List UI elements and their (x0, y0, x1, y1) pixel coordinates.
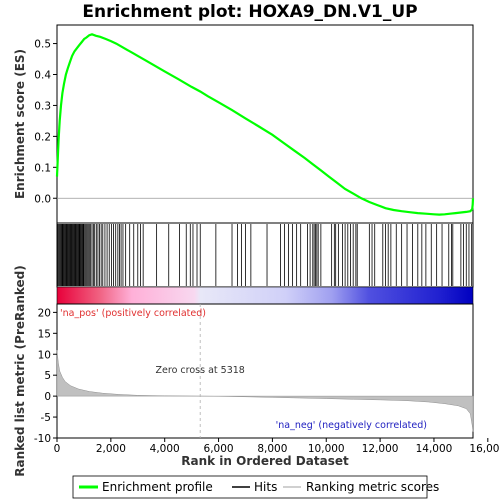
zero-cross-label: Zero cross at 5318 (156, 365, 245, 376)
es-panel-frame (56, 24, 474, 224)
hits-panel-frame (56, 222, 474, 288)
enrichment-profile-line (55, 33, 475, 216)
ranked-y-tick-label: 0 (44, 391, 51, 403)
ranked-panel-frame (56, 303, 474, 439)
ranked-y-tick-label: -5 (41, 412, 51, 424)
rank-color-bar (56, 286, 474, 305)
x-tick-label: 8,000 (257, 443, 287, 455)
hits-panel (56, 222, 474, 305)
es-y-tick-label: 0.4 (34, 70, 51, 82)
x-tick-label: 2,000 (96, 443, 126, 455)
es-y-ticks: 0.0 0.1 0.2 0.3 0.4 0.5 (34, 39, 57, 205)
es-y-tick-label: 0.2 (34, 131, 51, 143)
ranked-y-ticks: -10 -5 0 5 10 15 20 (34, 307, 57, 445)
es-y-axis-title: Enrichment score (ES) (13, 49, 27, 199)
x-tick-label: 10,000 (308, 443, 345, 455)
x-tick-label: 4,000 (150, 443, 180, 455)
positive-correlation-label: 'na_pos' (positively correlated) (60, 308, 206, 319)
x-tick-label: 0 (54, 443, 61, 455)
es-y-tick-label: 0.0 (34, 193, 51, 205)
es-panel: 0.0 0.1 0.2 0.3 0.4 0.5 Enrichment score (ES) (13, 24, 475, 224)
es-y-tick-label: 0.3 (34, 100, 51, 112)
x-tick-label: 6,000 (204, 443, 234, 455)
ranked-y-tick-label: 10 (38, 349, 51, 361)
x-tick-label: 16,000 (469, 443, 500, 455)
ranking-metric-area (56, 350, 474, 432)
es-y-tick-label: 0.5 (34, 39, 51, 51)
negative-correlation-label: 'na_neg' (negatively correlated) (276, 420, 427, 431)
es-y-tick-label: 0.1 (34, 162, 51, 174)
legend: Enrichment profile Hits Ranking metric s… (72, 475, 439, 499)
legend-label-hits: Hits (254, 480, 277, 494)
legend-label-ranking-metric: Ranking metric scores (306, 480, 439, 494)
ranked-y-axis-title: Ranked list metric (PreRanked) (13, 265, 27, 477)
chart-title: Enrichment plot: HOXA9_DN.V1_UP (82, 2, 417, 22)
legend-label-enrichment-profile: Enrichment profile (102, 480, 213, 494)
hit-marks (57, 224, 473, 286)
ranked-y-tick-label: -10 (34, 433, 51, 445)
ranked-metric-panel: -10 -5 0 5 10 15 20 Zero cross at 5318 'na_pos… (13, 265, 474, 477)
x-axis-ticks: 0 2,000 4,000 6,000 8,000 10,000 12,000 14,000 1… (54, 438, 500, 455)
ranked-y-tick-label: 5 (44, 370, 51, 382)
ranked-y-tick-label: 15 (38, 328, 51, 340)
x-tick-label: 12,000 (362, 443, 399, 455)
x-axis-title: Rank in Ordered Dataset (181, 454, 349, 468)
ranked-y-tick-label: 20 (38, 307, 51, 319)
x-tick-label: 14,000 (416, 443, 453, 455)
